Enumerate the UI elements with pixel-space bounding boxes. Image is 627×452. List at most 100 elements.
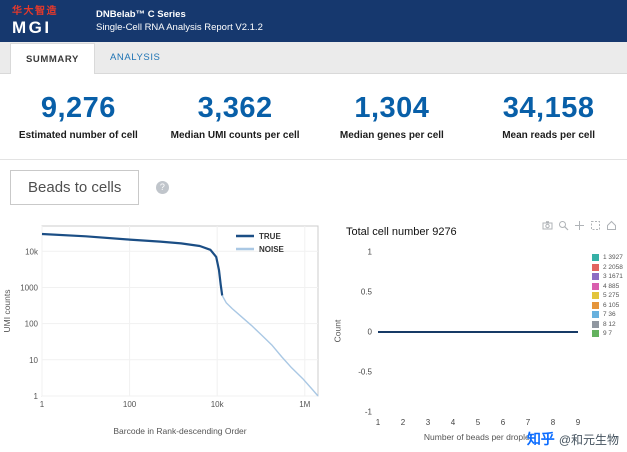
home-icon[interactable] xyxy=(606,220,617,231)
legend-swatch xyxy=(592,301,599,309)
legend-label: 6 105 xyxy=(603,301,620,309)
zoom-icon[interactable] xyxy=(558,220,569,231)
x-tick-label: 9 xyxy=(575,418,581,427)
metric-label: Median genes per cell xyxy=(339,130,444,141)
legend-label: 8 12 xyxy=(603,320,616,328)
legend-item[interactable]: 2 2058 xyxy=(592,263,623,271)
zero-line xyxy=(378,331,578,333)
legend-item[interactable]: 3 1671 xyxy=(592,273,623,280)
tab-summary[interactable]: SUMMARY xyxy=(10,43,95,74)
legend-item[interactable]: 6 105 xyxy=(592,301,623,309)
barcode-rank-chart: 1 100 10k 1M 10k 1000 100 10 1 TRUE NOISE Barcode i… xyxy=(0,214,330,442)
svg-text:Barcode in Rank-descending Ord: Barcode in Rank-descending Order xyxy=(113,426,246,436)
svg-text:100: 100 xyxy=(123,400,137,409)
plot-area[interactable] xyxy=(378,252,578,412)
camera-icon[interactable] xyxy=(542,220,553,231)
legend-label: 7 36 xyxy=(603,311,616,318)
svg-text:1: 1 xyxy=(34,392,39,401)
legend-swatch xyxy=(592,292,599,299)
watermark-handle: @和元生物 xyxy=(558,433,619,447)
legend-label: 5 275 xyxy=(603,292,620,299)
x-axis-ticks: 1 2 3 4 5 6 7 8 9 xyxy=(375,418,581,430)
report-tabbar: SUMMARY ANALYSIS xyxy=(0,42,627,74)
metric-mean-reads: 34,158 Mean reads per cell xyxy=(470,92,627,141)
svg-text:10k: 10k xyxy=(211,400,225,409)
x-tick-label: 6 xyxy=(500,418,506,427)
legend-label: 4 885 xyxy=(603,282,620,290)
metric-value: 9,276 xyxy=(40,92,116,124)
legend-item[interactable]: 8 12 xyxy=(592,320,623,328)
metric-label: Mean reads per cell xyxy=(502,130,596,141)
help-icon[interactable]: ? xyxy=(155,181,169,195)
legend-swatch xyxy=(592,282,599,290)
legend-item[interactable]: 1 3927 xyxy=(592,254,623,261)
svg-text:UMI counts: UMI counts xyxy=(2,290,12,333)
svg-text:10k: 10k xyxy=(25,247,39,256)
y-tick-label: -0.5 xyxy=(358,367,372,377)
svg-text:1M: 1M xyxy=(299,400,310,409)
svg-text:100: 100 xyxy=(25,320,39,329)
legend-item[interactable]: 5 275 xyxy=(592,292,623,299)
knee-plot-canvas[interactable]: 1 100 10k 1M 10k 1000 100 10 1 TRUE NOISE Barcode i… xyxy=(0,214,330,442)
report-titles: DNBelab™ C Series Single-Cell RNA Analys… xyxy=(96,8,263,35)
legend-label: 3 1671 xyxy=(603,273,623,280)
legend-label: 9 7 xyxy=(603,330,613,337)
y-tick-label: 0 xyxy=(367,327,372,337)
top-bar: 华大智造 MGI DNBelab™ C Series Single-Cell R… xyxy=(0,0,627,42)
section-header-row: Beads to cells ? xyxy=(0,160,627,206)
product-name: DNBelab™ C Series xyxy=(96,8,186,20)
metric-estimated-cells: 9,276 Estimated number of cell xyxy=(0,92,157,141)
report-title: Single-Cell RNA Analysis Report V2.1.2 xyxy=(96,22,263,33)
x-tick-label: 8 xyxy=(550,418,556,427)
mgi-logo[interactable]: 华大智造 MGI xyxy=(12,5,58,37)
metric-value: 1,304 xyxy=(354,92,430,124)
x-tick-label: 7 xyxy=(525,418,531,427)
legend-swatch xyxy=(592,254,599,261)
watermark: 知乎 @和元生物 xyxy=(527,429,619,449)
zhihu-logo: 知乎 xyxy=(526,431,555,447)
legend-label: 2 2058 xyxy=(603,263,623,271)
x-tick-label: 2 xyxy=(400,418,406,427)
chart-title: Total cell number 9276 xyxy=(346,226,457,238)
svg-text:1: 1 xyxy=(40,400,45,409)
tab-analysis[interactable]: ANALYSIS xyxy=(109,52,161,63)
legend-swatch xyxy=(592,311,599,318)
svg-text:10: 10 xyxy=(29,356,38,365)
logo-mgi-text: MGI xyxy=(12,17,52,37)
x-tick-label: 3 xyxy=(425,418,431,427)
x-tick-label: 4 xyxy=(450,418,456,427)
legend-label: 1 3927 xyxy=(603,254,623,261)
legend-swatch xyxy=(592,330,599,337)
legend-item[interactable]: 4 885 xyxy=(592,282,623,290)
y-tick-label: -1 xyxy=(364,407,372,417)
logo-chinese-text: 华大智造 xyxy=(12,5,58,17)
metric-median-genes: 1,304 Median genes per cell xyxy=(314,92,471,141)
chart-legend: 1 3927 2 2058 3 1671 4 885 5 275 6 105 7 36 8 1… xyxy=(592,254,623,340)
beads-per-droplet-chart: Total cell number 9276 Count xyxy=(330,214,627,442)
legend-item[interactable]: 7 36 xyxy=(592,311,623,318)
y-tick-label: 0.5 xyxy=(360,287,372,297)
metric-value: 34,158 xyxy=(502,92,595,124)
plot-modebar xyxy=(542,220,617,231)
box-select-icon[interactable] xyxy=(590,220,601,231)
legend-swatch xyxy=(592,273,599,280)
svg-text:1000: 1000 xyxy=(20,284,38,293)
legend-swatch xyxy=(592,320,599,328)
svg-text:NOISE: NOISE xyxy=(259,245,285,254)
y-axis-ticks: 1 0.5 0 -0.5 -1 xyxy=(340,248,372,417)
summary-metrics: 9,276 Estimated number of cell 3,362 Med… xyxy=(0,74,627,160)
metric-label: Estimated number of cell xyxy=(18,130,138,141)
x-axis-label: Number of beads per droplet xyxy=(423,432,533,442)
pan-icon[interactable] xyxy=(574,220,585,231)
legend-swatch xyxy=(592,263,599,271)
y-tick-label: 1 xyxy=(367,247,372,257)
metric-median-umi: 3,362 Median UMI counts per cell xyxy=(157,92,314,141)
metric-value: 3,362 xyxy=(197,92,273,124)
x-tick-label: 1 xyxy=(375,418,381,427)
svg-text:TRUE: TRUE xyxy=(259,232,281,241)
charts-row: 1 100 10k 1M 10k 1000 100 10 1 TRUE NOISE Barcode i… xyxy=(0,206,627,442)
x-tick-label: 5 xyxy=(475,418,481,427)
section-tab-beads-to-cells[interactable]: Beads to cells xyxy=(10,170,140,205)
legend-item[interactable]: 9 7 xyxy=(592,330,623,337)
metric-label: Median UMI counts per cell xyxy=(170,130,300,141)
